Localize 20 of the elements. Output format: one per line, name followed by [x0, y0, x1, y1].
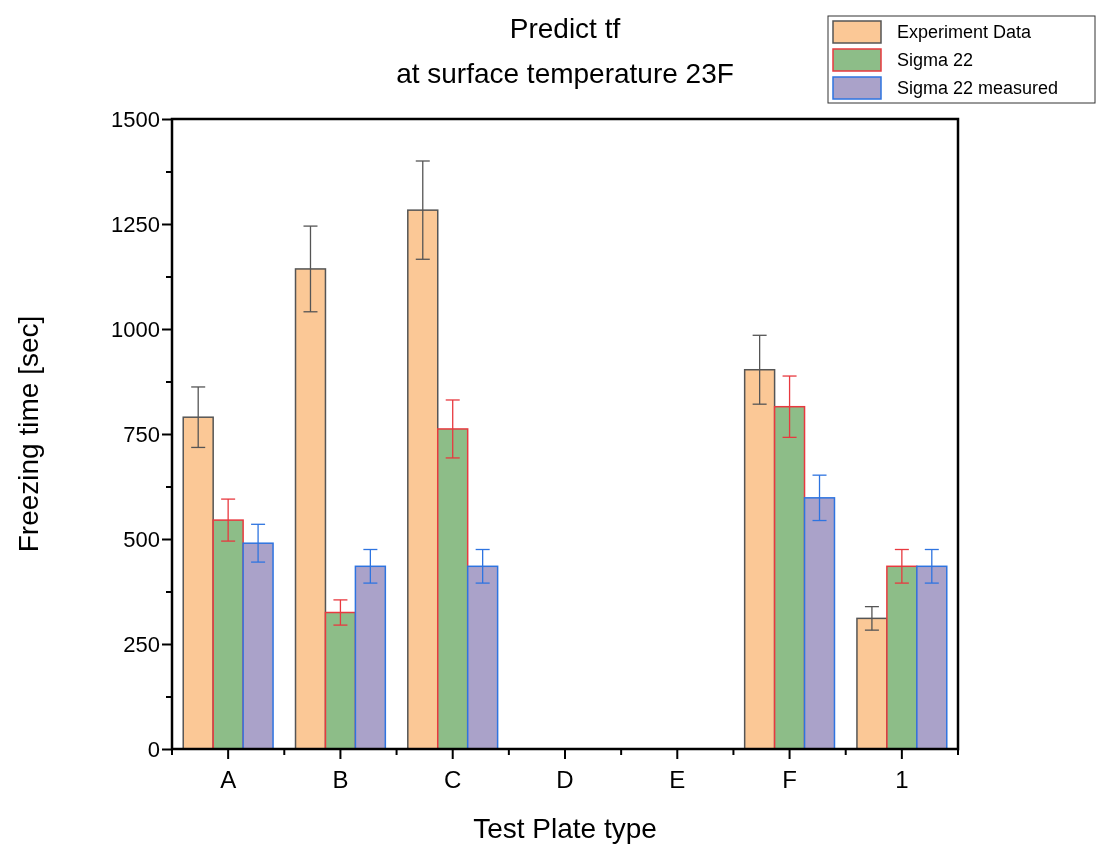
x-tick-label: 1: [895, 766, 909, 794]
y-tick-label: 1500: [111, 106, 160, 132]
y-axis-title: Freezing time [sec]: [13, 315, 44, 553]
x-tick-label: B: [332, 766, 349, 794]
y-tick-label: 250: [123, 631, 160, 657]
y-tick-label: 1250: [111, 211, 160, 237]
x-tick-label: C: [444, 766, 462, 794]
y-tick-label: 0: [147, 736, 160, 762]
chart-title: Predict tf at surface temperature 23F: [396, 13, 734, 89]
y-tick-label: 1000: [111, 316, 160, 342]
legend-label: Experiment Data: [897, 22, 1033, 42]
legend-label: Sigma 22: [897, 50, 974, 70]
x-tick-label: A: [220, 766, 237, 794]
x-tick-label: F: [782, 766, 797, 794]
x-tick-label: E: [669, 766, 686, 794]
x-axis-title: Test Plate type: [473, 813, 657, 844]
y-tick-label: 500: [123, 526, 160, 552]
y-tick-label: 750: [123, 421, 160, 447]
x-tick-label: D: [556, 766, 574, 794]
legend-label: Sigma 22 measured: [897, 78, 1059, 98]
